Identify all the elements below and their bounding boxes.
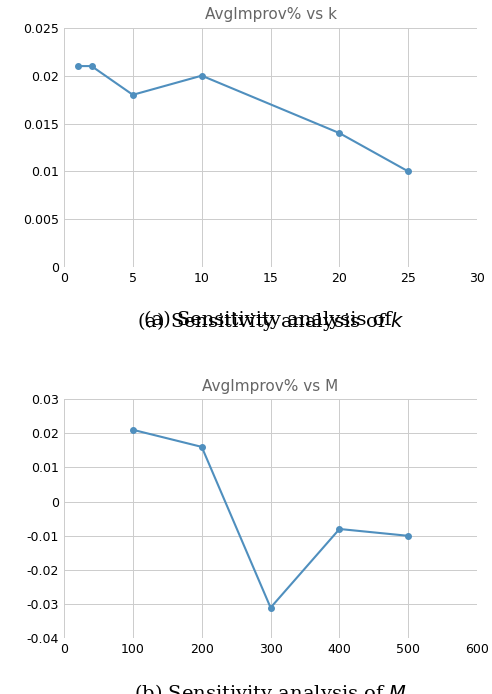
Text: (b) Sensitivity analysis of $M$: (b) Sensitivity analysis of $M$ (134, 682, 407, 694)
Text: (a) Sensitivity analysis of: (a) Sensitivity analysis of (144, 310, 398, 329)
Text: (a) Sensitivity analysis of $k$: (a) Sensitivity analysis of $k$ (137, 310, 404, 333)
Title: AvgImprov% vs k: AvgImprov% vs k (205, 8, 337, 22)
Text: (a) Sensitivity analysis of k: (a) Sensitivity analysis of k (138, 310, 403, 329)
Title: AvgImprov% vs M: AvgImprov% vs M (203, 379, 338, 393)
